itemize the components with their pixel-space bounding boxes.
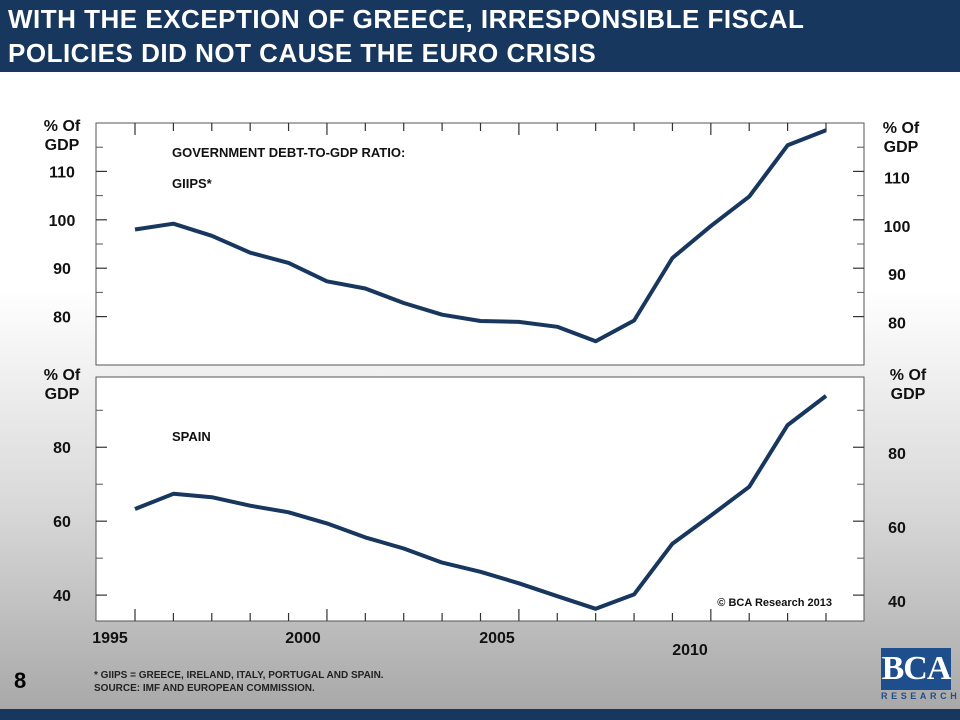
bottom-left-tick-label-60: 60 xyxy=(53,514,71,531)
slide-title-line-2: POLICIES DID NOT CAUSE THE EURO CRISIS xyxy=(8,38,597,68)
x-tick-label-2005: 2005 xyxy=(479,630,515,647)
top-right-unit-1: % Of xyxy=(883,120,920,137)
bca-logo: BCA xyxy=(881,648,951,690)
header-bar: WITH THE EXCEPTION OF GREECE, IRRESPONSI… xyxy=(0,0,960,72)
x-tick-label-2010: 2010 xyxy=(672,642,708,659)
top-left-tick-label-110: 110 xyxy=(49,164,75,181)
bottom-chart-title: SPAIN xyxy=(172,429,211,444)
footnote-definition: * GIIPS = GREECE, IRELAND, ITALY, PORTUG… xyxy=(94,670,384,681)
bottom-left-unit-1: % Of xyxy=(44,367,81,384)
top-chart-subtitle: GIIPS* xyxy=(172,176,213,191)
slide-title-line-1: WITH THE EXCEPTION OF GREECE, IRRESPONSI… xyxy=(8,4,805,34)
bottom-right-tick-label-80: 80 xyxy=(888,446,906,463)
top-left-tick-label-80: 80 xyxy=(53,310,71,327)
top-right-unit-2: GDP xyxy=(884,139,919,156)
x-tick-label-1995: 1995 xyxy=(92,630,128,647)
giips-series-line xyxy=(134,128,827,344)
bottom-left-unit-2: GDP xyxy=(45,386,80,403)
bottom-left-tick-label-40: 40 xyxy=(53,588,71,605)
top-left-tick-label-100: 100 xyxy=(49,213,76,230)
bottom-right-tick-label-40: 40 xyxy=(888,594,906,611)
top-right-tick-label-100: 100 xyxy=(884,219,911,236)
bottom-right-unit-2: GDP xyxy=(891,386,926,403)
top-y-ticks: 80 80 90 90 100 100 110 110 xyxy=(49,146,911,333)
bottom-y-ticks: 40 40 60 60 80 80 xyxy=(53,409,906,611)
x-axis-ticks xyxy=(134,123,827,621)
copyright-annotation: © BCA Research 2013 xyxy=(717,597,832,609)
top-right-tick-label-80: 80 xyxy=(888,316,906,333)
bottom-left-tick-label-80: 80 xyxy=(53,440,71,457)
top-chart-title: GOVERNMENT DEBT-TO-GDP RATIO: xyxy=(172,145,405,160)
bottom-right-tick-label-60: 60 xyxy=(888,520,906,537)
footer-bar xyxy=(0,709,960,720)
top-left-tick-label-90: 90 xyxy=(53,261,71,278)
top-right-tick-label-90: 90 xyxy=(888,267,906,284)
footnote-source: SOURCE: IMF AND EUROPEAN COMMISSION. xyxy=(94,683,315,694)
top-right-tick-label-110: 110 xyxy=(884,170,910,187)
top-left-unit-2: GDP xyxy=(45,137,80,154)
bca-logo-subtitle: RESEARCH xyxy=(881,691,960,701)
page-number: 8 xyxy=(14,668,27,693)
spain-series-line xyxy=(134,394,828,611)
bottom-right-unit-1: % Of xyxy=(890,367,927,384)
x-tick-label-2000: 2000 xyxy=(285,630,321,647)
top-left-unit-1: % Of xyxy=(44,118,81,135)
